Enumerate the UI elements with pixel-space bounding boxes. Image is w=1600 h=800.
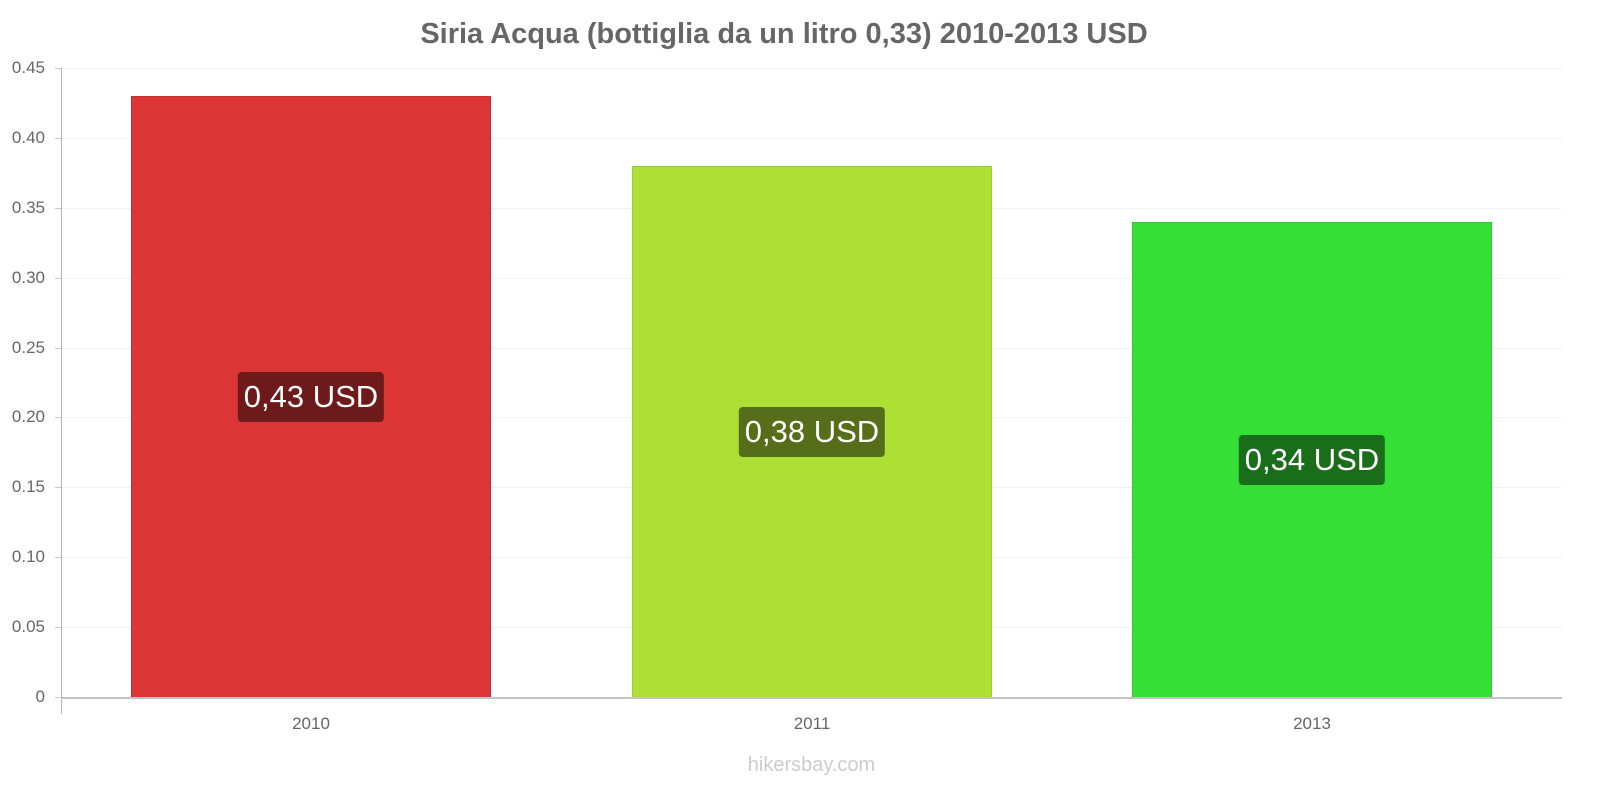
y-tick-mark bbox=[55, 627, 61, 628]
bar-value-label: 0,38 USD bbox=[738, 407, 886, 457]
y-tick-mark bbox=[55, 417, 61, 418]
x-tick-label: 2011 bbox=[793, 714, 831, 733]
y-tick-mark bbox=[55, 557, 61, 558]
y-tick-mark bbox=[55, 278, 61, 279]
y-tick-label: 0.45 bbox=[11, 58, 45, 77]
y-tick-label: 0.15 bbox=[11, 477, 45, 496]
y-tick-mark bbox=[55, 68, 61, 69]
x-tick-label: 2013 bbox=[1293, 714, 1331, 733]
y-tick-mark bbox=[55, 487, 61, 488]
y-tick-label: 0.10 bbox=[11, 547, 45, 566]
y-axis-line bbox=[61, 68, 62, 714]
gridline bbox=[62, 138, 1562, 139]
y-tick-label: 0.20 bbox=[11, 407, 45, 426]
y-tick-mark bbox=[55, 697, 61, 698]
bar-value-label: 0,43 USD bbox=[237, 372, 385, 422]
y-tick-label: 0.05 bbox=[11, 617, 45, 636]
bar-2011: 0,38 USD bbox=[632, 166, 992, 697]
y-tick-label: 0.40 bbox=[11, 128, 45, 147]
y-tick-label: 0 bbox=[35, 687, 45, 706]
y-tick-mark bbox=[55, 348, 61, 349]
bar-value-label: 0,34 USD bbox=[1238, 435, 1386, 485]
x-axis-line bbox=[61, 697, 1562, 699]
y-tick-mark bbox=[55, 138, 61, 139]
y-tick-label: 0.25 bbox=[11, 338, 45, 357]
y-tick-label: 0.30 bbox=[11, 268, 45, 287]
bar-2013: 0,34 USD bbox=[1132, 222, 1492, 697]
watermark: hikersbay.com bbox=[747, 754, 876, 776]
x-tick-label: 2010 bbox=[292, 714, 330, 733]
y-tick-mark bbox=[55, 208, 61, 209]
y-tick-label: 0.35 bbox=[11, 198, 45, 217]
bar-2010: 0,43 USD bbox=[131, 96, 491, 697]
chart-title: Siria Acqua (bottiglia da un litro 0,33)… bbox=[420, 18, 1148, 50]
gridline bbox=[62, 68, 1562, 69]
